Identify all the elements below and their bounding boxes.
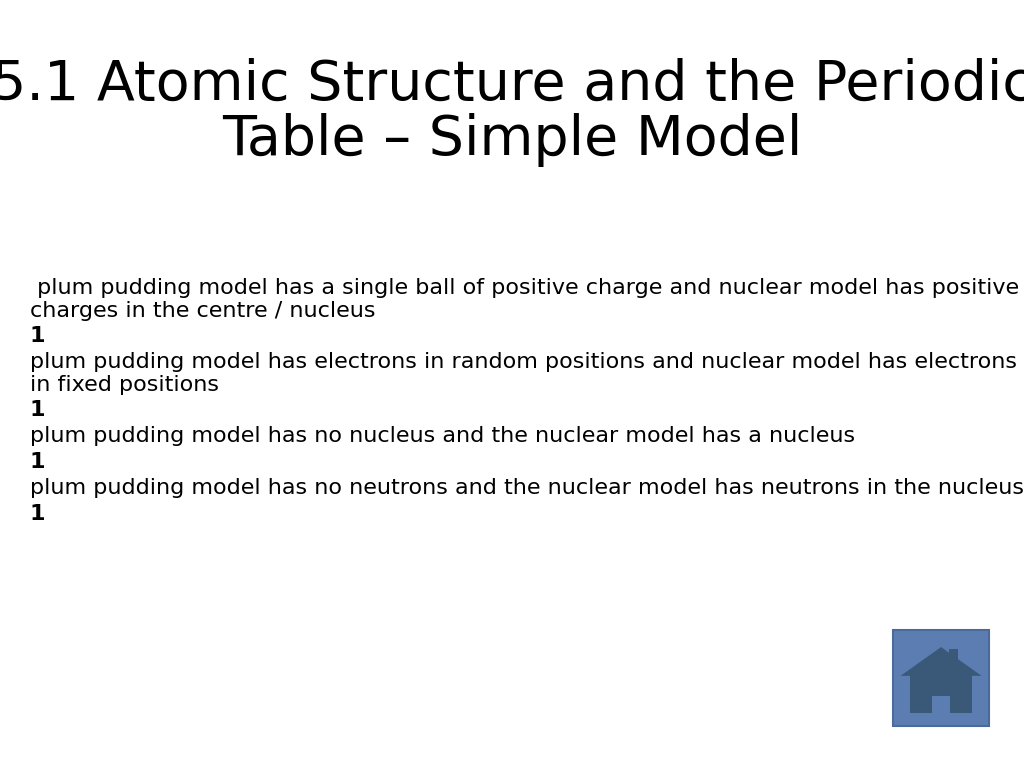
Text: plum pudding model has electrons in random positions and nuclear model has elect: plum pudding model has electrons in rand… <box>30 352 1017 396</box>
FancyBboxPatch shape <box>949 649 958 667</box>
Text: 1: 1 <box>30 504 45 524</box>
FancyBboxPatch shape <box>910 675 972 713</box>
Text: plum pudding model has no nucleus and the nuclear model has a nucleus: plum pudding model has no nucleus and th… <box>30 426 855 446</box>
Text: plum pudding model has no neutrons and the nuclear model has neutrons in the nuc: plum pudding model has no neutrons and t… <box>30 478 1024 498</box>
Text: 1: 1 <box>30 452 45 472</box>
Text: plum pudding model has a single ball of positive charge and nuclear model has po: plum pudding model has a single ball of … <box>30 278 1019 321</box>
Polygon shape <box>901 647 981 676</box>
Text: Table – Simple Model: Table – Simple Model <box>222 113 802 167</box>
Text: 5.1 Atomic Structure and the Periodic: 5.1 Atomic Structure and the Periodic <box>0 58 1024 112</box>
FancyBboxPatch shape <box>893 630 989 726</box>
FancyBboxPatch shape <box>933 696 949 713</box>
Text: 1: 1 <box>30 326 45 346</box>
Text: 1: 1 <box>30 400 45 420</box>
